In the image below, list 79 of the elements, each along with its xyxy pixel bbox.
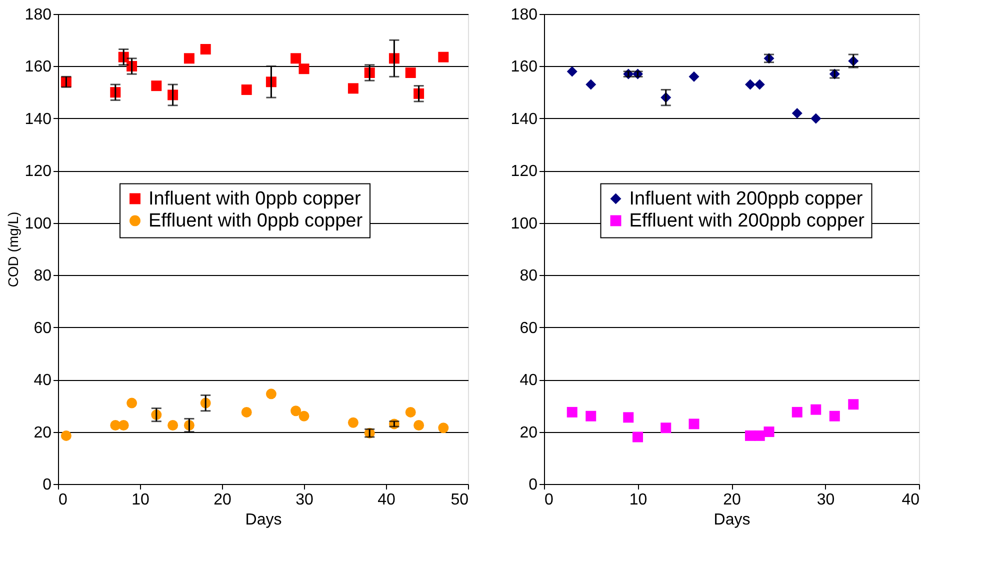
point [848,399,859,410]
legend-label: Influent with 200ppb copper [629,188,864,210]
y-tick-label: 80 [520,268,538,285]
y-tick-label: 40 [520,372,538,390]
y-tick-label: 100 [24,215,52,232]
y-tick-label: 120 [510,163,538,180]
y-tick-label: 140 [24,110,52,128]
x-tick-label: 10 [132,492,150,508]
legend-label: Effluent with 0ppb copper [148,210,364,232]
x-tick-label: 40 [378,492,396,508]
x-axis-title: Days [245,512,282,528]
y-tick-label: 160 [510,58,538,76]
point [290,406,302,416]
point [632,432,643,442]
y-tick-label: 180 [24,6,52,24]
point [810,113,822,124]
y-tick-label: 120 [24,163,52,180]
y-tick-label: 80 [34,268,52,285]
y-tick-label: 60 [520,320,538,337]
point [586,410,596,422]
y-tick-label: 160 [24,58,52,76]
point [792,108,802,118]
point [660,422,672,434]
x-axis-title: Days [714,512,750,528]
point [241,406,252,418]
point [438,52,449,62]
point [745,79,756,90]
point [586,79,596,90]
x-tick-label: 0 [544,492,554,508]
legend-label: Effluent with 200ppb copper [629,210,866,232]
y-tick-label: 60 [34,320,52,337]
point [745,430,756,441]
point [566,406,578,418]
point [168,420,178,430]
x-tick-label: 30 [296,492,314,508]
point [241,84,252,95]
point [792,406,802,418]
point [754,79,765,90]
y-axis-title: COD (mg/L) [4,212,21,288]
point [348,417,358,428]
y-tick-label: 40 [34,372,52,390]
x-tick-label: 0 [58,492,68,508]
y-tick-label: 0 [42,476,52,494]
legend-label: Influent with 0ppb copper [148,188,362,210]
y-tick-label: 20 [520,424,538,442]
point [290,53,302,64]
point [405,68,416,78]
point [566,66,578,77]
y-tick-label: 100 [510,215,538,232]
point [126,398,138,408]
point [688,71,700,82]
point [764,426,774,438]
point [414,420,424,430]
point [405,406,416,418]
point [151,80,162,92]
point [200,44,211,54]
y-tick-label: 140 [510,110,538,128]
point [60,430,72,441]
x-tick-label: 30 [816,492,835,508]
y-tick-label: 180 [510,6,538,24]
point [688,418,700,430]
point [623,412,634,423]
x-tick-label: 50 [450,492,469,508]
point [829,410,840,422]
x-tick-label: 20 [214,492,232,508]
x-tick-label: 40 [902,492,920,508]
point [754,430,765,441]
point [266,388,276,400]
point [348,83,358,94]
point [438,422,449,434]
y-tick-label: 20 [34,424,52,442]
point [810,404,822,415]
x-tick-label: 10 [629,492,648,508]
y-tick-label: 0 [528,476,538,494]
x-tick-label: 20 [723,492,741,508]
point [298,64,310,74]
point [184,53,194,64]
point [298,410,310,422]
point [118,420,129,430]
